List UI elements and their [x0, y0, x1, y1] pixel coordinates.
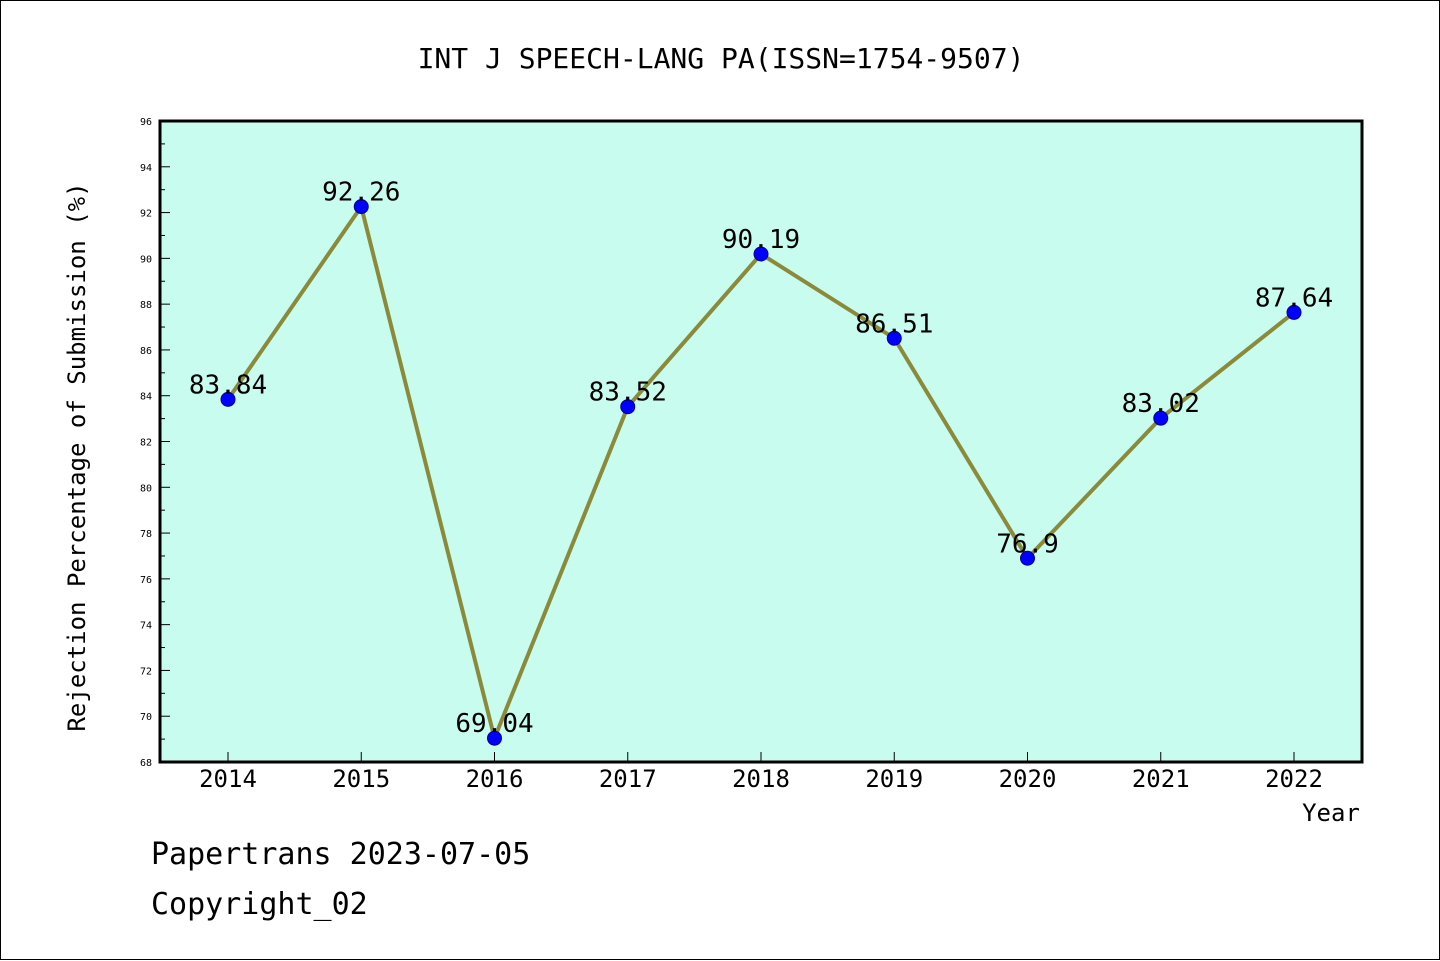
data-label: 86.51	[855, 309, 933, 339]
y-tick-label: 84	[140, 392, 152, 403]
footer-date: Papertrans 2023-07-05	[151, 837, 530, 872]
footer-copyright: Copyright_02	[151, 887, 368, 922]
y-tick-label: 94	[140, 163, 152, 174]
y-tick-label: 68	[140, 758, 152, 769]
y-tick-label: 70	[140, 712, 152, 723]
chart-title: INT J SPEECH-LANG PA(ISSN=1754-9507)	[418, 42, 1025, 75]
data-label: 90.19	[722, 225, 800, 255]
data-point	[1153, 410, 1169, 426]
y-tick-label: 90	[140, 254, 152, 265]
y-tick-label: 74	[140, 621, 152, 632]
x-tick-label: 2022	[1265, 765, 1323, 793]
data-label: 76.9	[996, 529, 1059, 559]
data-point	[1286, 304, 1302, 320]
y-tick-label: 82	[140, 438, 152, 449]
y-tick-label: 86	[140, 346, 152, 357]
y-tick-label: 76	[140, 575, 152, 586]
data-point	[620, 399, 636, 415]
y-tick-label: 80	[140, 483, 152, 494]
x-axis-ticks: 2014 2015 2016 2017 2018 2019 2020 2021 2022	[199, 752, 1323, 793]
x-tick-label: 2016	[466, 765, 524, 793]
x-tick-label: 2018	[732, 765, 790, 793]
data-point	[753, 246, 769, 262]
x-tick-label: 2021	[1132, 765, 1190, 793]
y-tick-label: 72	[140, 666, 152, 677]
y-tick-label: 88	[140, 300, 152, 311]
data-point	[220, 391, 236, 407]
x-tick-label: 2020	[999, 765, 1057, 793]
series-line-group	[220, 199, 1302, 746]
data-label: 69.04	[455, 709, 533, 739]
y-axis-ticks: 68 70 72 74 76 78 80 82 84 86 88 90 92 94 96	[140, 117, 170, 769]
data-point	[487, 730, 502, 746]
data-label-group: 83.84 92.26 69.04 83.52 90.19 86.51 76.9 83.02 8…	[189, 178, 1333, 740]
data-point	[1020, 550, 1035, 566]
x-tick-label: 2014	[199, 765, 257, 793]
data-point	[886, 330, 902, 346]
x-tick-label: 2017	[599, 765, 657, 793]
data-label: 83.52	[589, 378, 667, 408]
data-point	[353, 199, 369, 215]
y-axis-label: Rejection Percentage of Submission (%)	[63, 182, 91, 731]
data-label: 83.02	[1122, 389, 1200, 419]
plot-area	[158, 119, 1364, 764]
x-axis-label: Year	[1302, 799, 1360, 827]
data-label: 83.84	[189, 370, 267, 400]
y-tick-label: 96	[140, 117, 152, 128]
data-label: 92.26	[322, 178, 400, 208]
y-tick-label: 92	[140, 209, 152, 220]
data-label: 87.64	[1255, 283, 1333, 313]
x-tick-label: 2019	[865, 765, 923, 793]
x-tick-label: 2015	[332, 765, 390, 793]
y-tick-label: 78	[140, 529, 152, 540]
